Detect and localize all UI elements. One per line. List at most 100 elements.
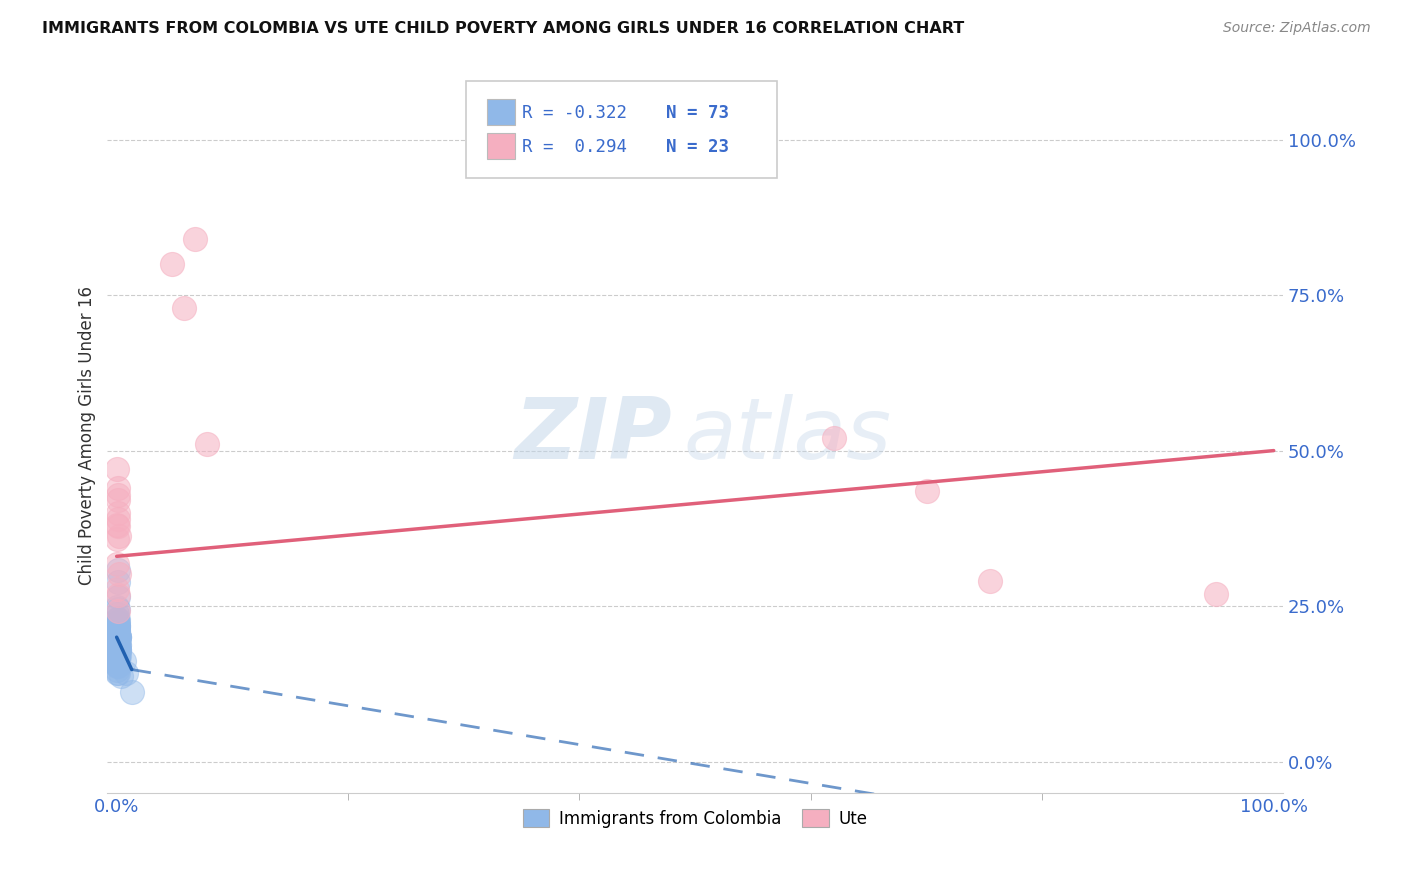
Point bbox=[107, 636, 129, 650]
Point bbox=[107, 636, 129, 650]
Point bbox=[107, 627, 129, 641]
Point bbox=[107, 575, 129, 590]
Point bbox=[107, 652, 129, 666]
Point bbox=[105, 611, 128, 625]
Point bbox=[1205, 587, 1227, 601]
Point bbox=[108, 648, 131, 663]
Point bbox=[107, 642, 129, 657]
Point bbox=[108, 566, 131, 581]
Point bbox=[107, 636, 129, 650]
Text: R =  0.294: R = 0.294 bbox=[523, 137, 627, 155]
Text: R = -0.322: R = -0.322 bbox=[523, 103, 627, 122]
Point bbox=[105, 607, 128, 621]
Point bbox=[105, 655, 128, 669]
Point bbox=[160, 257, 183, 271]
Point bbox=[108, 638, 131, 652]
Point bbox=[105, 646, 128, 660]
Point bbox=[195, 437, 218, 451]
Point bbox=[107, 654, 129, 668]
Point bbox=[105, 633, 128, 648]
Point bbox=[105, 646, 128, 660]
Point bbox=[107, 665, 129, 680]
Point bbox=[107, 659, 129, 673]
Point bbox=[107, 602, 129, 616]
Text: atlas: atlas bbox=[683, 393, 891, 476]
Point bbox=[107, 630, 129, 644]
Point bbox=[107, 648, 129, 662]
Text: ZIP: ZIP bbox=[515, 393, 672, 476]
Point bbox=[112, 654, 135, 668]
Y-axis label: Child Poverty Among Girls Under 16: Child Poverty Among Girls Under 16 bbox=[79, 285, 96, 584]
FancyBboxPatch shape bbox=[486, 133, 516, 159]
Point bbox=[107, 481, 129, 495]
Point bbox=[108, 630, 131, 644]
Point bbox=[107, 619, 129, 633]
Point bbox=[107, 624, 129, 638]
Point bbox=[107, 659, 129, 673]
Point bbox=[108, 642, 131, 657]
Point bbox=[107, 654, 129, 668]
Point bbox=[107, 624, 129, 638]
Point bbox=[173, 301, 195, 315]
Point bbox=[105, 658, 128, 673]
Point bbox=[107, 630, 129, 644]
Point bbox=[107, 636, 129, 650]
Point bbox=[105, 557, 128, 571]
Text: N = 23: N = 23 bbox=[666, 137, 728, 155]
Point bbox=[107, 654, 129, 668]
Point bbox=[107, 625, 129, 640]
Point bbox=[107, 635, 129, 649]
Point bbox=[105, 462, 128, 476]
Legend: Immigrants from Colombia, Ute: Immigrants from Colombia, Ute bbox=[516, 803, 875, 834]
Point bbox=[105, 518, 128, 533]
Point bbox=[915, 483, 938, 498]
Point bbox=[107, 647, 129, 661]
Point bbox=[105, 654, 128, 668]
Point bbox=[979, 574, 1001, 589]
Text: N = 73: N = 73 bbox=[666, 103, 728, 122]
Point bbox=[105, 636, 128, 650]
Point bbox=[107, 590, 129, 604]
Point bbox=[107, 519, 129, 533]
Point bbox=[107, 624, 129, 638]
Point bbox=[107, 617, 129, 632]
Point bbox=[107, 650, 129, 665]
Point bbox=[107, 615, 129, 629]
Point bbox=[108, 630, 131, 644]
Point bbox=[107, 588, 129, 602]
Point bbox=[107, 646, 129, 660]
Point bbox=[107, 632, 129, 646]
Point bbox=[105, 600, 128, 615]
Point bbox=[108, 529, 131, 543]
FancyBboxPatch shape bbox=[486, 99, 516, 126]
Point bbox=[105, 625, 128, 640]
Point bbox=[107, 640, 129, 654]
Point bbox=[107, 627, 129, 641]
Text: IMMIGRANTS FROM COLOMBIA VS UTE CHILD POVERTY AMONG GIRLS UNDER 16 CORRELATION C: IMMIGRANTS FROM COLOMBIA VS UTE CHILD PO… bbox=[42, 21, 965, 36]
Point bbox=[105, 663, 128, 677]
Point bbox=[107, 488, 129, 502]
Point bbox=[107, 642, 129, 657]
Point bbox=[107, 633, 129, 648]
Point bbox=[107, 648, 129, 663]
Point bbox=[107, 506, 129, 520]
Point bbox=[107, 625, 129, 640]
Point bbox=[105, 582, 128, 596]
Point bbox=[107, 512, 129, 526]
Point bbox=[110, 669, 132, 683]
Text: Source: ZipAtlas.com: Source: ZipAtlas.com bbox=[1223, 21, 1371, 35]
Point bbox=[107, 648, 129, 662]
Point bbox=[108, 638, 131, 652]
Point bbox=[107, 641, 129, 656]
Point bbox=[107, 621, 129, 635]
Point bbox=[107, 640, 129, 654]
Point bbox=[107, 642, 129, 657]
Point bbox=[107, 563, 129, 577]
Point bbox=[107, 615, 129, 629]
Point bbox=[107, 493, 129, 508]
Point bbox=[107, 611, 129, 625]
Point bbox=[107, 619, 129, 633]
Point bbox=[107, 630, 129, 644]
Point bbox=[184, 232, 207, 246]
Point bbox=[105, 532, 128, 546]
